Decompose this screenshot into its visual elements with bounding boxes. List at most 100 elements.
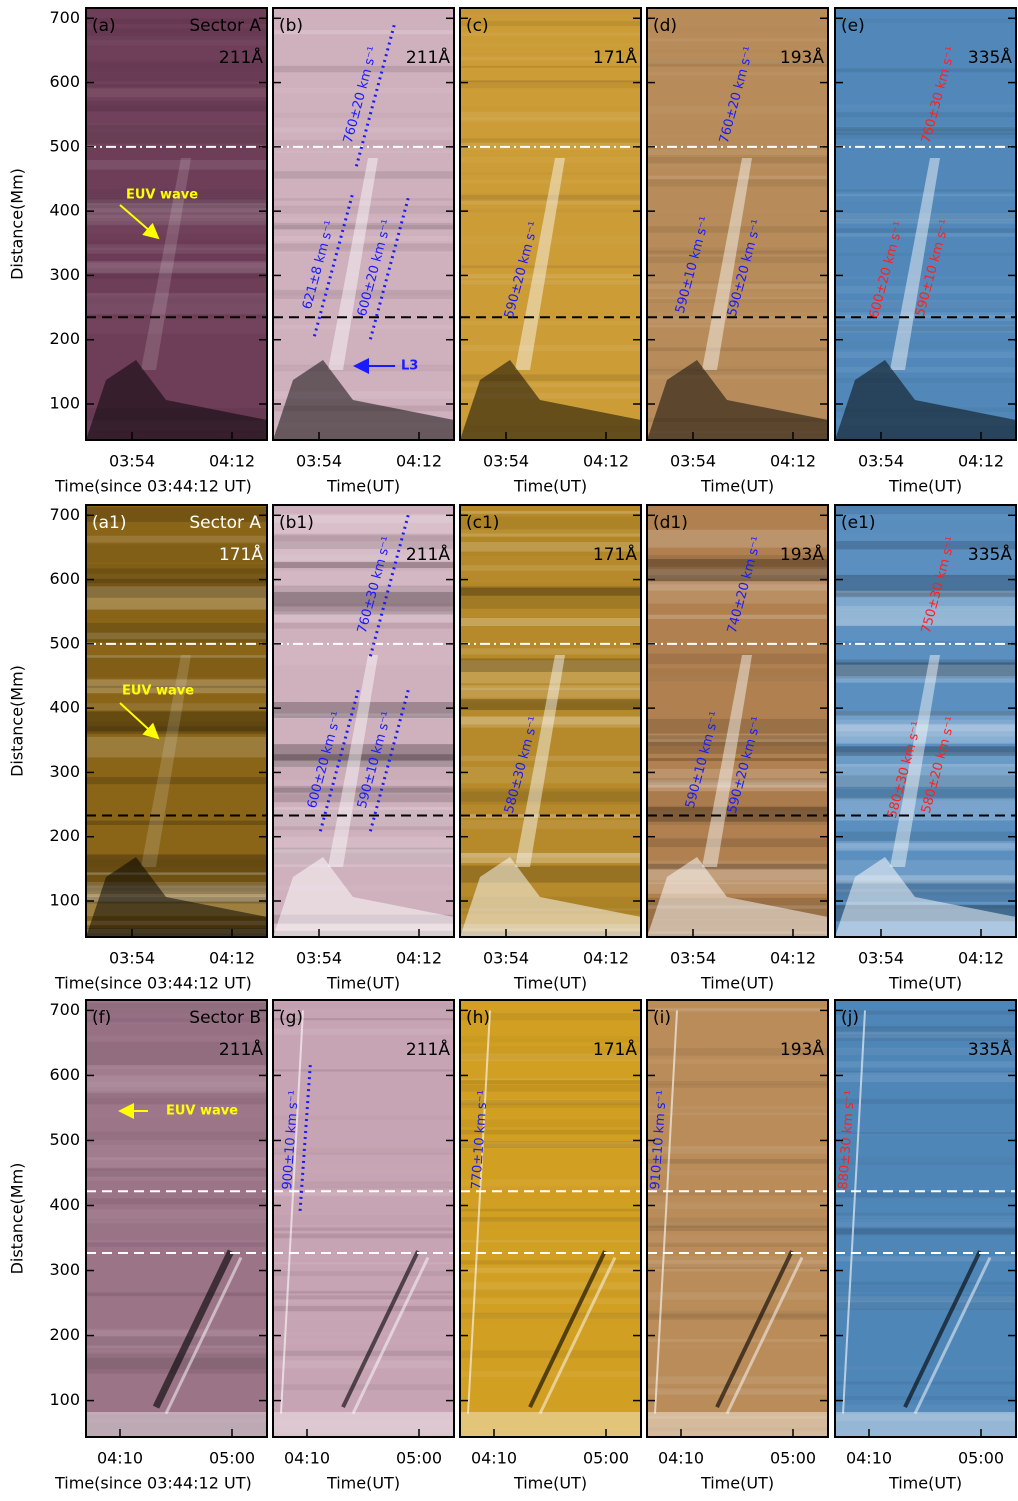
stripe [835, 1222, 1016, 1227]
stripe [86, 1292, 267, 1297]
stripe [273, 1332, 454, 1336]
stripe [647, 735, 828, 754]
y-tick-label: 700 [49, 1000, 80, 1019]
stripe [647, 1338, 828, 1342]
stripe [647, 882, 828, 894]
stripe [460, 1281, 641, 1290]
stripe [460, 717, 641, 728]
x-axis-label: Time(UT) [326, 1474, 400, 1493]
panel-image [460, 505, 641, 937]
stripe [273, 714, 454, 719]
stripe [835, 831, 1016, 842]
stripe [835, 127, 1016, 135]
stripe [460, 80, 641, 83]
stripe [647, 838, 828, 848]
stripe [273, 236, 454, 241]
y-tick-label: 500 [49, 136, 80, 155]
wavelength-label: 211Å [406, 46, 450, 68]
x-axis-label: Time(since 03:44:12 UT) [54, 974, 252, 993]
base-feature [835, 1412, 1016, 1437]
stripe [835, 1010, 1016, 1015]
panel-background [86, 8, 267, 440]
stripe [460, 1217, 641, 1222]
stripe [273, 127, 454, 133]
annotation-text: EUV wave [126, 188, 198, 203]
stripe [835, 128, 1016, 132]
arrow [119, 702, 160, 740]
stripe [647, 758, 828, 761]
x-tick-label: 03:54 [296, 949, 342, 968]
stripe [460, 684, 641, 703]
stripe [273, 541, 454, 561]
stripe [647, 807, 828, 822]
panel-image [86, 1000, 267, 1437]
stripe [647, 38, 828, 42]
stripe [86, 88, 267, 98]
panel-background [86, 505, 267, 937]
stripe [86, 298, 267, 304]
fit-line [312, 190, 355, 337]
wavelength-label: 211Å [219, 1038, 263, 1060]
stripe [273, 1166, 454, 1173]
stripe [460, 755, 641, 762]
stripe [273, 289, 454, 295]
stripe [647, 1225, 828, 1231]
panel-background [835, 8, 1016, 440]
stripe [647, 575, 828, 582]
stripe [835, 68, 1016, 73]
stripe [460, 1078, 641, 1081]
stripe [273, 622, 454, 629]
stripe [86, 820, 267, 825]
stripe [460, 529, 641, 537]
stripe [460, 138, 641, 143]
stripe [273, 1271, 454, 1277]
stripe [835, 324, 1016, 333]
stripe [86, 632, 267, 640]
annotation: 910±10 km s⁻¹ [648, 1090, 670, 1190]
wavelength-label: 211Å [406, 1038, 450, 1060]
arrow [119, 204, 160, 240]
stripe [835, 1381, 1016, 1385]
stripe [273, 1384, 454, 1391]
x-tick-label: 03:54 [109, 949, 155, 968]
panel-label: (f) [92, 1008, 111, 1028]
stripe [460, 1370, 641, 1378]
stripe [86, 268, 267, 280]
x-tick-label: 03:54 [483, 949, 529, 968]
stripe [460, 374, 641, 381]
stripe [273, 1028, 454, 1035]
stripe [86, 1171, 267, 1181]
stripe [86, 1168, 267, 1177]
stripe [460, 1219, 641, 1222]
stripe [647, 805, 828, 826]
stripe [273, 272, 454, 276]
stripe [835, 1033, 1016, 1042]
fit-line [368, 510, 411, 657]
stripe [86, 622, 267, 643]
stripe [273, 744, 454, 767]
stripe [835, 1301, 1016, 1309]
stripe [835, 1212, 1016, 1217]
stripe [86, 1081, 267, 1098]
stripe [273, 827, 454, 833]
stripe [86, 586, 267, 610]
panel-label: (e) [841, 16, 865, 36]
stripe [647, 1081, 828, 1085]
stripe [460, 1225, 641, 1230]
stripe [647, 256, 828, 264]
stripe [647, 283, 828, 290]
x-axis-label: Time(since 03:44:12 UT) [54, 477, 252, 496]
stripe [86, 1418, 267, 1437]
stripe [647, 1313, 828, 1320]
panel-background [647, 505, 828, 937]
stripe [647, 558, 828, 582]
stripe [460, 282, 641, 286]
stripe [86, 1131, 267, 1145]
wave-track [528, 1250, 607, 1408]
stripe [460, 382, 641, 388]
panel-frame [646, 999, 829, 1438]
stripe [273, 222, 454, 230]
stripe [273, 533, 454, 550]
fit-line [368, 685, 411, 832]
panel-frame [834, 504, 1017, 938]
